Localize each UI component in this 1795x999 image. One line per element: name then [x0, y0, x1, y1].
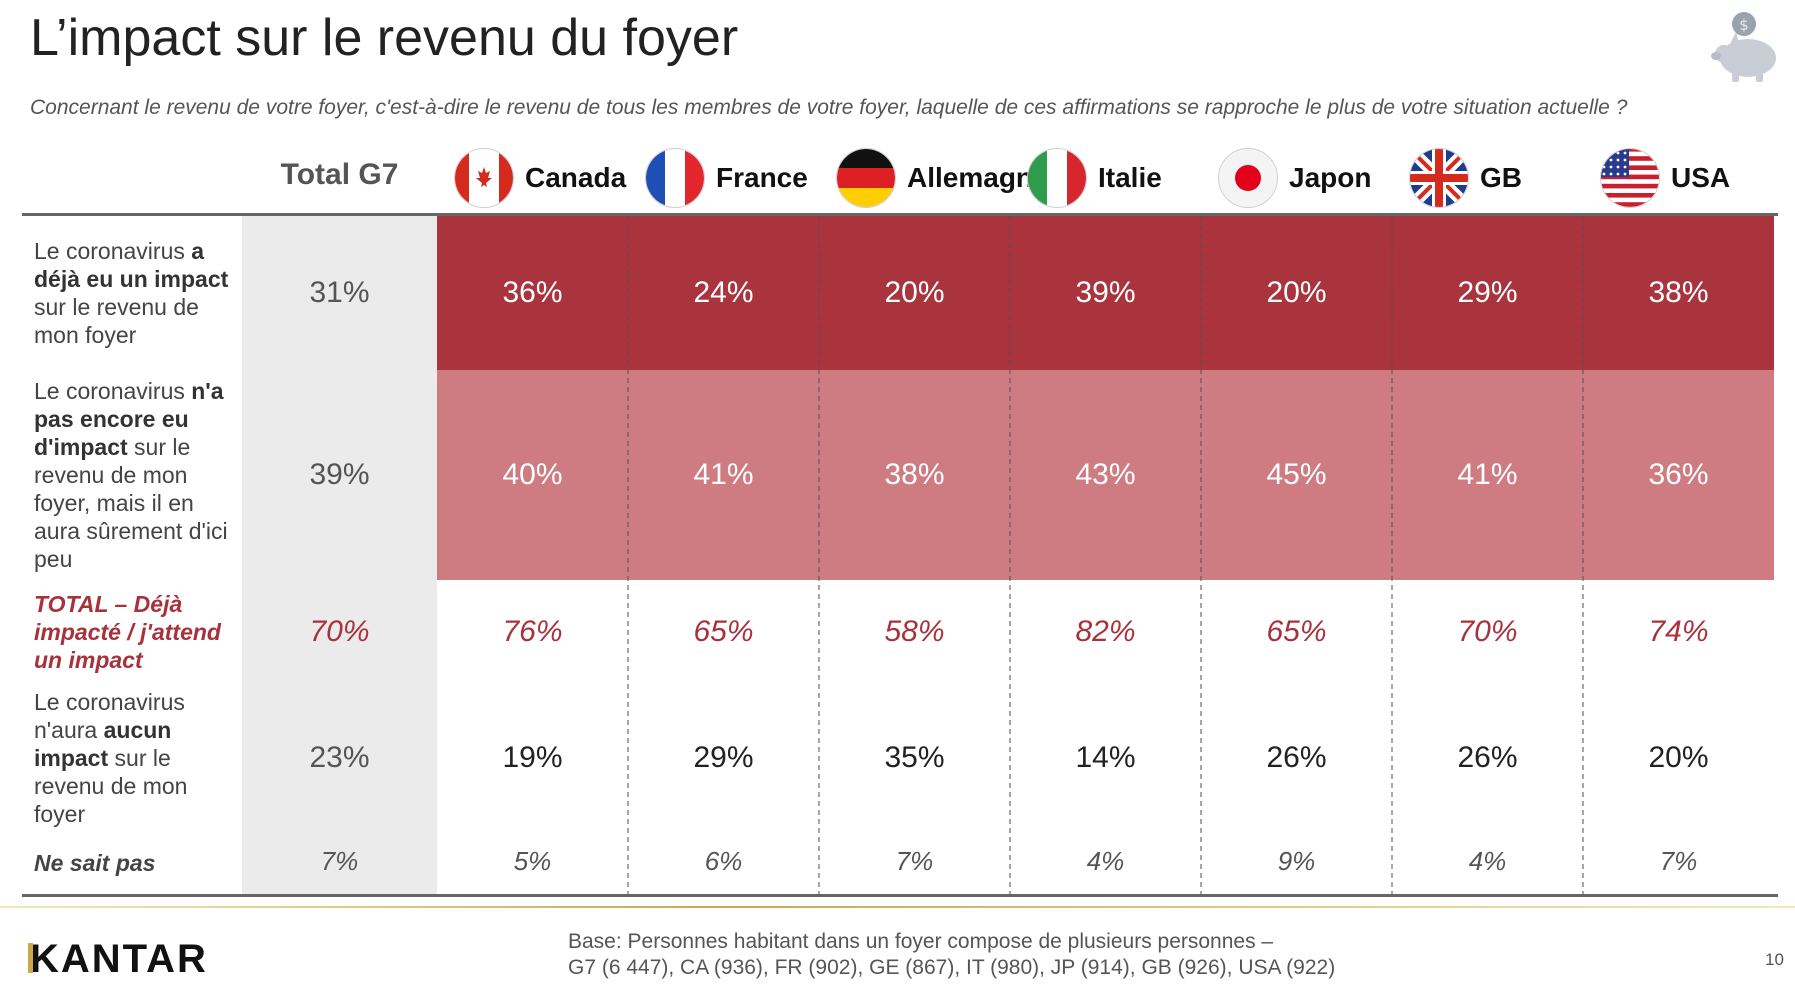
country-value: 74%	[1648, 615, 1709, 648]
country-header: Canada	[525, 162, 627, 193]
footer-divider	[0, 906, 1795, 908]
row-label: TOTAL – Déjà impacté / j'attend un impac…	[34, 590, 234, 674]
country-value: 20%	[884, 276, 945, 309]
france-flag-icon	[645, 148, 705, 208]
country-value: 4%	[1468, 846, 1507, 876]
row-label-text: a déjà eu un impact	[34, 238, 229, 292]
total-g7-value: 7%	[320, 846, 359, 876]
country-value: 19%	[502, 741, 563, 774]
country-value: 7%	[895, 846, 934, 876]
row-label-text: sur le revenu de mon foyer, mais il en a…	[34, 434, 228, 572]
country-value: 43%	[1075, 458, 1136, 491]
country-value: 41%	[1457, 458, 1518, 491]
total-g7-value: 31%	[309, 276, 370, 309]
country-header: Italie	[1098, 162, 1162, 193]
country-header: France	[716, 162, 808, 193]
country-header: USA	[1671, 162, 1731, 193]
row-label: Le coronavirus n'a pas encore eu d'impac…	[34, 377, 234, 573]
svg-text:$: $	[1739, 16, 1749, 34]
country-value: 38%	[884, 458, 945, 491]
country-value: 76%	[502, 615, 563, 648]
country-value: 65%	[693, 615, 754, 648]
page-title: L’impact sur le revenu du foyer	[30, 9, 739, 67]
country-value: 40%	[502, 458, 563, 491]
country-value: 38%	[1648, 276, 1709, 309]
country-value: 70%	[1457, 615, 1518, 648]
japan-flag-icon	[1218, 148, 1278, 208]
country-value: 36%	[1648, 458, 1709, 491]
row-label: Le coronavirus a déjà eu un impact sur l…	[34, 237, 234, 349]
germany-flag-icon	[836, 148, 896, 208]
base-note: Base: Personnes habitant dans un foyer c…	[568, 929, 1335, 981]
row-label-text: n'a pas encore eu d'impact	[34, 378, 224, 460]
country-value: 6%	[704, 846, 743, 876]
total-g7-value: 39%	[309, 458, 370, 491]
row-pas-encore-band	[437, 370, 1774, 580]
row-label-text: Le coronavirus	[34, 238, 192, 264]
row-label-text: Le coronavirus n'aura	[34, 689, 185, 743]
row-label-text: Ne sait pas	[34, 850, 156, 876]
base-note-line2: G7 (6 447), CA (936), FR (902), GE (867)…	[568, 956, 1336, 979]
row-label-text: Le coronavirus	[34, 378, 192, 404]
total-g7-value: 70%	[309, 615, 370, 648]
canada-flag-icon	[454, 148, 514, 208]
row-label-text: sur le revenu de mon foyer	[34, 294, 199, 348]
kantar-logo: KANTAR	[30, 937, 208, 981]
piggy-bank-icon: $	[1711, 12, 1776, 82]
country-value: 26%	[1457, 741, 1518, 774]
base-note-line1: Base: Personnes habitant dans un foyer c…	[568, 930, 1274, 953]
page-number: 10	[1765, 950, 1784, 969]
country-value: 14%	[1075, 741, 1136, 774]
country-value: 20%	[1266, 276, 1327, 309]
country-value: 29%	[1457, 276, 1518, 309]
country-value: 41%	[693, 458, 754, 491]
country-value: 29%	[693, 741, 754, 774]
country-value: 65%	[1266, 615, 1327, 648]
country-value: 5%	[513, 846, 552, 876]
question-subtitle: Concernant le revenu de votre foyer, c'e…	[30, 96, 1628, 119]
country-value: 7%	[1659, 846, 1698, 876]
country-value: 36%	[502, 276, 563, 309]
row-deja-band	[437, 216, 1774, 370]
country-header: Allemagne	[907, 162, 1049, 193]
row-label-text: sur le revenu de mon foyer	[34, 745, 188, 827]
total-column-bg	[242, 216, 437, 894]
uk-flag-icon	[1409, 148, 1469, 208]
row-label: Ne sait pas	[34, 849, 234, 877]
country-value: 35%	[884, 741, 945, 774]
italy-flag-icon	[1027, 148, 1087, 208]
country-value: 58%	[884, 615, 945, 648]
country-value: 39%	[1075, 276, 1136, 309]
usa-flag-icon	[1600, 148, 1660, 208]
row-label-text: TOTAL – Déjà impacté / j'attend un impac…	[34, 591, 221, 673]
country-value: 26%	[1266, 741, 1327, 774]
country-value: 82%	[1075, 615, 1136, 648]
country-value: 24%	[693, 276, 754, 309]
header-rule	[22, 213, 1778, 216]
total-g7-value: 23%	[309, 741, 370, 774]
bottom-rule	[22, 894, 1778, 897]
row-label-text: aucun impact	[34, 717, 172, 771]
country-value: 20%	[1648, 741, 1709, 774]
row-label: Le coronavirus n'aura aucun impact sur l…	[34, 688, 234, 828]
country-header: Japon	[1289, 162, 1372, 193]
country-value: 9%	[1277, 846, 1316, 876]
total-column-header: Total G7	[280, 158, 399, 191]
country-header: GB	[1480, 162, 1522, 193]
country-value: 45%	[1266, 458, 1327, 491]
country-value: 4%	[1086, 846, 1125, 876]
